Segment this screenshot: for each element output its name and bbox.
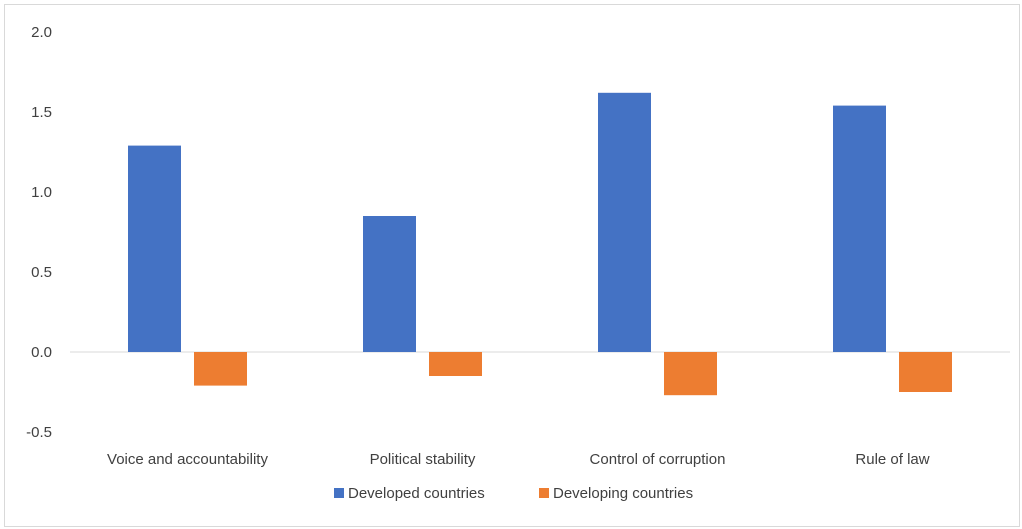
x-category-label: Control of corruption (590, 451, 726, 468)
y-tick-label: -0.5 (26, 424, 52, 441)
bar-developing-1 (429, 352, 482, 376)
x-category-label: Rule of law (855, 451, 929, 468)
legend: Developed countries Developing countries (334, 485, 693, 502)
y-tick-label: 1.0 (31, 184, 52, 201)
y-tick-label: 1.5 (31, 104, 52, 121)
x-category-label: Voice and accountability (107, 451, 268, 468)
legend-swatch (539, 488, 549, 498)
y-tick-label: 2.0 (31, 24, 52, 41)
y-axis-tick-labels: 2.0 1.5 1.0 0.5 0.0 -0.5 (26, 24, 52, 441)
bar-developed-1 (363, 216, 416, 352)
y-tick-label: 0.0 (31, 344, 52, 361)
bar-developed-2 (598, 92, 651, 353)
legend-swatch (334, 488, 344, 498)
legend-label: Developed countries (348, 485, 485, 502)
bar-developing-3 (899, 352, 952, 392)
legend-label: Developing countries (553, 485, 693, 502)
bar-developed-0 (128, 145, 181, 352)
x-axis-category-labels: Voice and accountability Political stabil… (107, 451, 930, 468)
bar-developed-3 (833, 105, 886, 352)
x-category-label: Political stability (370, 451, 476, 468)
bar-developing-2 (664, 352, 717, 396)
y-tick-label: 0.5 (31, 264, 52, 281)
bars-group (128, 92, 952, 396)
bar-developing-0 (194, 352, 247, 386)
